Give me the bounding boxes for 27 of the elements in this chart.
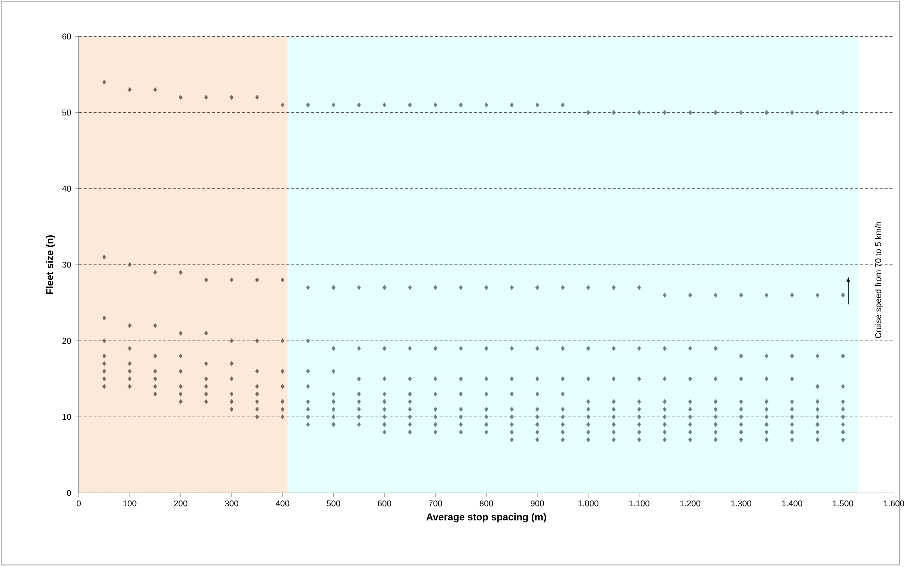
x-tick-label: 600 [378, 500, 392, 507]
y-tick-label: 50 [62, 110, 72, 116]
x-tick-label: 400 [276, 500, 290, 507]
x-tick-label: 1.100 [630, 500, 650, 507]
x-tick-label: 1.000 [578, 500, 599, 507]
y-tick-label: 30 [62, 262, 72, 268]
x-axis-title: Average stop spacing (m) [426, 514, 546, 523]
y-tick-label: 10 [62, 414, 72, 420]
x-tick-label: 200 [174, 500, 188, 507]
x-tick-label: 1.400 [782, 500, 802, 507]
y-tick-label: 40 [62, 186, 72, 192]
x-tick-label: 1.200 [680, 500, 701, 507]
y-axis-title: Fleet size (n) [46, 236, 56, 294]
y-tick-label: 60 [62, 34, 72, 40]
x-tick-label: 1.600 [884, 500, 904, 507]
x-tick-label: 100 [124, 500, 137, 507]
x-tick-label: 800 [480, 500, 494, 507]
x-tick-label: 300 [225, 500, 239, 507]
x-tick-label: 700 [429, 500, 442, 507]
x-tick-label: 1.300 [731, 500, 752, 507]
x-tick-label: 500 [327, 500, 340, 507]
y-tick-label: 20 [62, 338, 72, 344]
y-tick-label: 0 [67, 490, 72, 496]
annotation: Cruise speed from 70 to 5 km/h [875, 222, 884, 339]
x-tick-label: 0 [76, 500, 82, 507]
x-tick-label: 900 [530, 500, 544, 507]
x-tick-label: 1.500 [833, 500, 854, 507]
